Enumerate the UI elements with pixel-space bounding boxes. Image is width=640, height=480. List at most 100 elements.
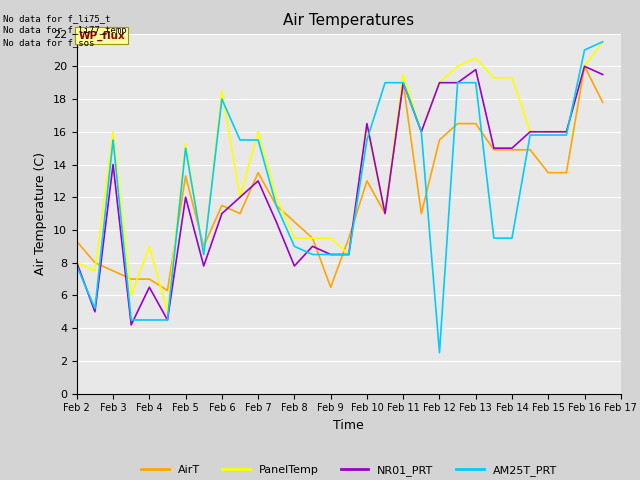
PanelTemp: [436, 80, 444, 85]
AirT: [145, 276, 153, 282]
Line: PanelTemp: PanelTemp: [77, 42, 603, 312]
PanelTemp: [526, 129, 534, 135]
AM25T_PRT: [91, 306, 99, 312]
AM25T_PRT: [73, 263, 81, 269]
AM25T_PRT: [182, 145, 189, 151]
PanelTemp: [145, 243, 153, 249]
NR01_PRT: [145, 284, 153, 290]
AM25T_PRT: [580, 47, 588, 53]
AirT: [508, 147, 516, 153]
AirT: [417, 211, 425, 216]
PanelTemp: [73, 260, 81, 265]
NR01_PRT: [291, 263, 298, 269]
AirT: [381, 211, 389, 216]
AirT: [399, 80, 407, 85]
PanelTemp: [490, 75, 498, 81]
AirT: [472, 120, 479, 126]
Y-axis label: Air Temperature (C): Air Temperature (C): [35, 152, 47, 275]
PanelTemp: [580, 63, 588, 69]
PanelTemp: [363, 124, 371, 130]
AM25T_PRT: [327, 252, 335, 257]
NR01_PRT: [73, 260, 81, 265]
PanelTemp: [91, 268, 99, 274]
NR01_PRT: [580, 63, 588, 69]
Text: No data for f_sos: No data for f_sos: [3, 38, 95, 48]
NR01_PRT: [599, 72, 607, 77]
NR01_PRT: [545, 129, 552, 135]
PanelTemp: [399, 72, 407, 77]
AirT: [526, 147, 534, 153]
PanelTemp: [273, 194, 280, 200]
PanelTemp: [327, 235, 335, 241]
AirT: [545, 170, 552, 176]
NR01_PRT: [454, 80, 461, 85]
AM25T_PRT: [563, 132, 570, 138]
NR01_PRT: [164, 317, 172, 323]
AM25T_PRT: [363, 137, 371, 143]
AirT: [73, 239, 81, 244]
Text: No data for f_li77_temp: No data for f_li77_temp: [3, 26, 127, 36]
AirT: [127, 276, 135, 282]
AM25T_PRT: [218, 96, 226, 102]
Title: Air Temperatures: Air Temperatures: [284, 13, 414, 28]
Legend: AirT, PanelTemp, NR01_PRT, AM25T_PRT: AirT, PanelTemp, NR01_PRT, AM25T_PRT: [136, 460, 561, 480]
PanelTemp: [545, 129, 552, 135]
AirT: [308, 235, 316, 241]
AM25T_PRT: [308, 252, 316, 257]
AM25T_PRT: [508, 235, 516, 241]
NR01_PRT: [417, 129, 425, 135]
AM25T_PRT: [254, 137, 262, 143]
AirT: [200, 243, 207, 249]
AirT: [182, 173, 189, 179]
AM25T_PRT: [109, 137, 117, 143]
AM25T_PRT: [381, 80, 389, 85]
PanelTemp: [182, 140, 189, 146]
NR01_PRT: [127, 322, 135, 328]
AM25T_PRT: [145, 317, 153, 323]
AirT: [345, 235, 353, 241]
AM25T_PRT: [127, 317, 135, 323]
NR01_PRT: [308, 243, 316, 249]
AirT: [599, 99, 607, 105]
Line: AM25T_PRT: AM25T_PRT: [77, 42, 603, 353]
AirT: [580, 63, 588, 69]
PanelTemp: [127, 292, 135, 298]
AirT: [363, 178, 371, 184]
NR01_PRT: [200, 263, 207, 269]
Text: WP_flux: WP_flux: [79, 31, 125, 41]
AirT: [436, 137, 444, 143]
NR01_PRT: [254, 178, 262, 184]
PanelTemp: [291, 235, 298, 241]
AM25T_PRT: [399, 80, 407, 85]
NR01_PRT: [563, 129, 570, 135]
NR01_PRT: [91, 309, 99, 315]
AirT: [327, 284, 335, 290]
NR01_PRT: [363, 120, 371, 126]
NR01_PRT: [381, 211, 389, 216]
NR01_PRT: [508, 145, 516, 151]
AM25T_PRT: [417, 129, 425, 135]
AirT: [91, 260, 99, 265]
PanelTemp: [472, 55, 479, 61]
AM25T_PRT: [436, 350, 444, 356]
PanelTemp: [508, 75, 516, 81]
PanelTemp: [308, 235, 316, 241]
Text: No data for f_li75_t: No data for f_li75_t: [3, 14, 111, 24]
PanelTemp: [236, 194, 244, 200]
AirT: [218, 203, 226, 208]
Line: AirT: AirT: [77, 66, 603, 290]
AirT: [563, 170, 570, 176]
AirT: [490, 147, 498, 153]
PanelTemp: [164, 309, 172, 315]
NR01_PRT: [236, 194, 244, 200]
PanelTemp: [454, 63, 461, 69]
AirT: [236, 211, 244, 216]
NR01_PRT: [182, 194, 189, 200]
NR01_PRT: [218, 211, 226, 216]
AM25T_PRT: [490, 235, 498, 241]
AirT: [254, 170, 262, 176]
PanelTemp: [599, 39, 607, 45]
AM25T_PRT: [472, 80, 479, 85]
AM25T_PRT: [236, 137, 244, 143]
AirT: [164, 288, 172, 293]
